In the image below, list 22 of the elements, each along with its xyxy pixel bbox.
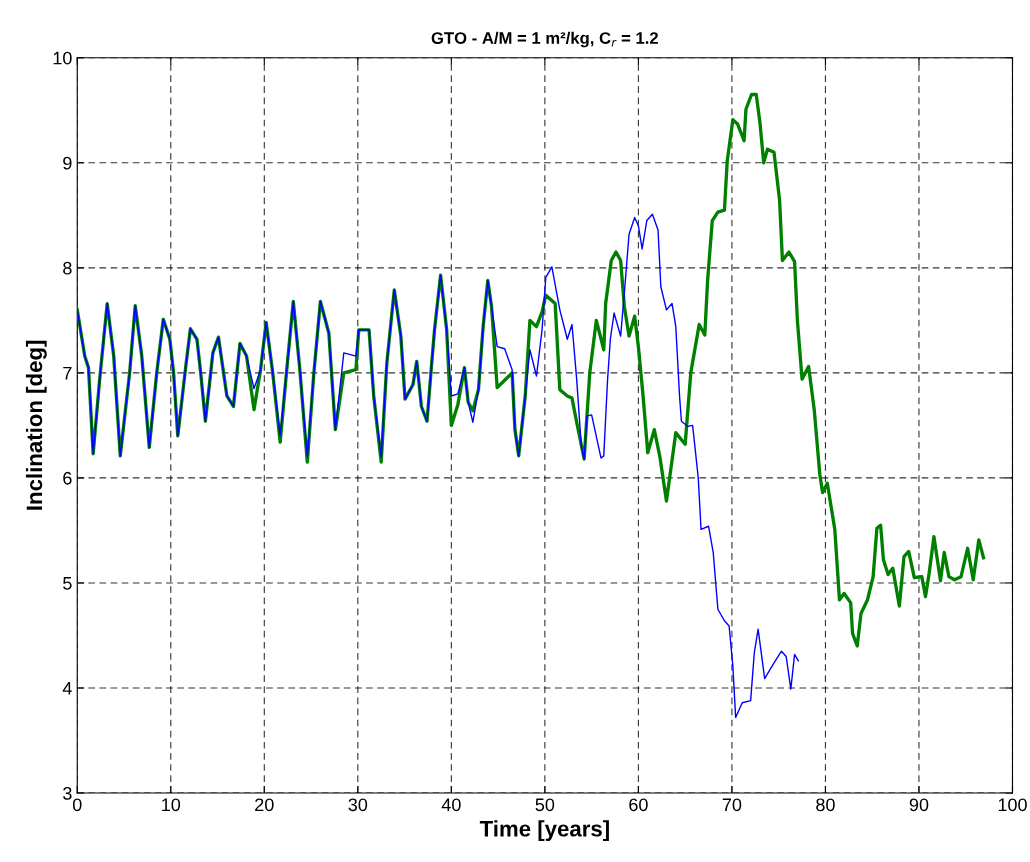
y-tick-label: 4 <box>62 682 72 695</box>
chart-title: GTO - A/M = 1 m²/kg, C$_{r}$ = 1.2 <box>431 31 658 48</box>
x-tick-label: 40 <box>441 798 461 812</box>
y-tick-label: 5 <box>63 577 72 590</box>
y-tick-label: 8 <box>63 261 72 275</box>
x-tick-label: 10 <box>162 798 181 812</box>
y-tick-label: 10 <box>53 51 72 65</box>
x-tick-label: 50 <box>535 798 555 812</box>
x-tick-label: 30 <box>348 798 368 812</box>
x-tick-label: 90 <box>909 798 929 812</box>
x-tick-label: 100 <box>998 798 1027 812</box>
x-tick-label: 80 <box>816 798 835 812</box>
y-tick-label: 9 <box>63 156 72 170</box>
y-tick-label: 6 <box>63 471 72 485</box>
x-tick-label: 20 <box>255 798 274 812</box>
x-tick-label: 70 <box>722 798 742 812</box>
x-axis-title: Time [years] <box>479 820 609 841</box>
x-tick-label: 60 <box>629 798 648 812</box>
x-tick-label: 0 <box>72 798 82 812</box>
y-tick-label: 7 <box>63 367 72 380</box>
y-tick-label: 3 <box>63 786 72 800</box>
y-axis-title: Inclination [deg] <box>25 340 47 510</box>
